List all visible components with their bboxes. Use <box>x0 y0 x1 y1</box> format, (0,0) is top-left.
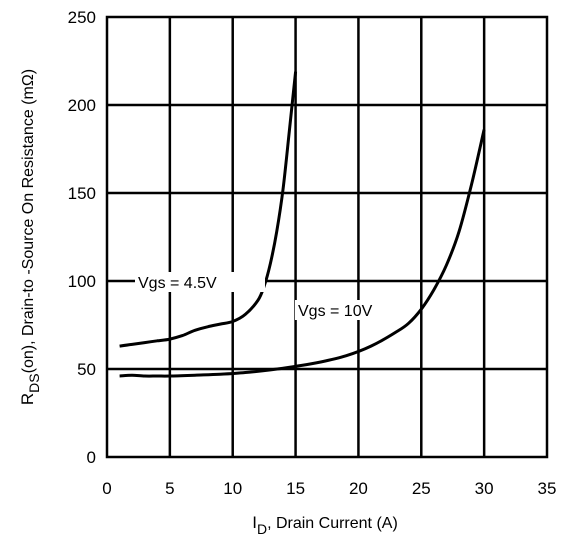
series-curves <box>119 71 486 378</box>
series-label-text: Vgs = 10V <box>298 303 373 320</box>
x-tick-label: 5 <box>165 479 174 498</box>
x-tick-label: 25 <box>412 479 431 498</box>
y-tick-label: 0 <box>87 448 96 467</box>
plot-frame <box>105 15 549 459</box>
x-tick-label: 0 <box>102 479 111 498</box>
series-label-text: Vgs = 4.5V <box>138 275 217 292</box>
x-tick-label: 30 <box>475 479 494 498</box>
series-line-vgs-10v <box>119 129 486 378</box>
x-axis-label: ID, Drain Current (A) <box>252 513 398 537</box>
y-axis-label: RDS(on), Drain-to -Source On Resistance … <box>18 69 42 405</box>
y-tick-label: 150 <box>68 184 96 203</box>
x-tick-label: 15 <box>286 479 305 498</box>
x-tick-label: 20 <box>349 479 368 498</box>
x-tick-labels: 0 5 10 15 20 25 30 35 <box>102 479 556 498</box>
grid <box>107 17 547 457</box>
series-label-vgs-10v: Vgs = 10V <box>295 300 395 320</box>
series-line-vgs-4-5v <box>119 71 298 348</box>
x-tick-label: 10 <box>223 479 242 498</box>
y-tick-label: 100 <box>68 272 96 291</box>
y-tick-label: 50 <box>77 360 96 379</box>
x-tick-label: 35 <box>538 479 557 498</box>
y-tick-label: 250 <box>68 8 96 27</box>
y-tick-label: 200 <box>68 96 96 115</box>
series-label-vgs-4-5v: Vgs = 4.5V <box>135 272 265 292</box>
y-tick-labels: 0 50 100 150 200 250 <box>68 8 96 467</box>
